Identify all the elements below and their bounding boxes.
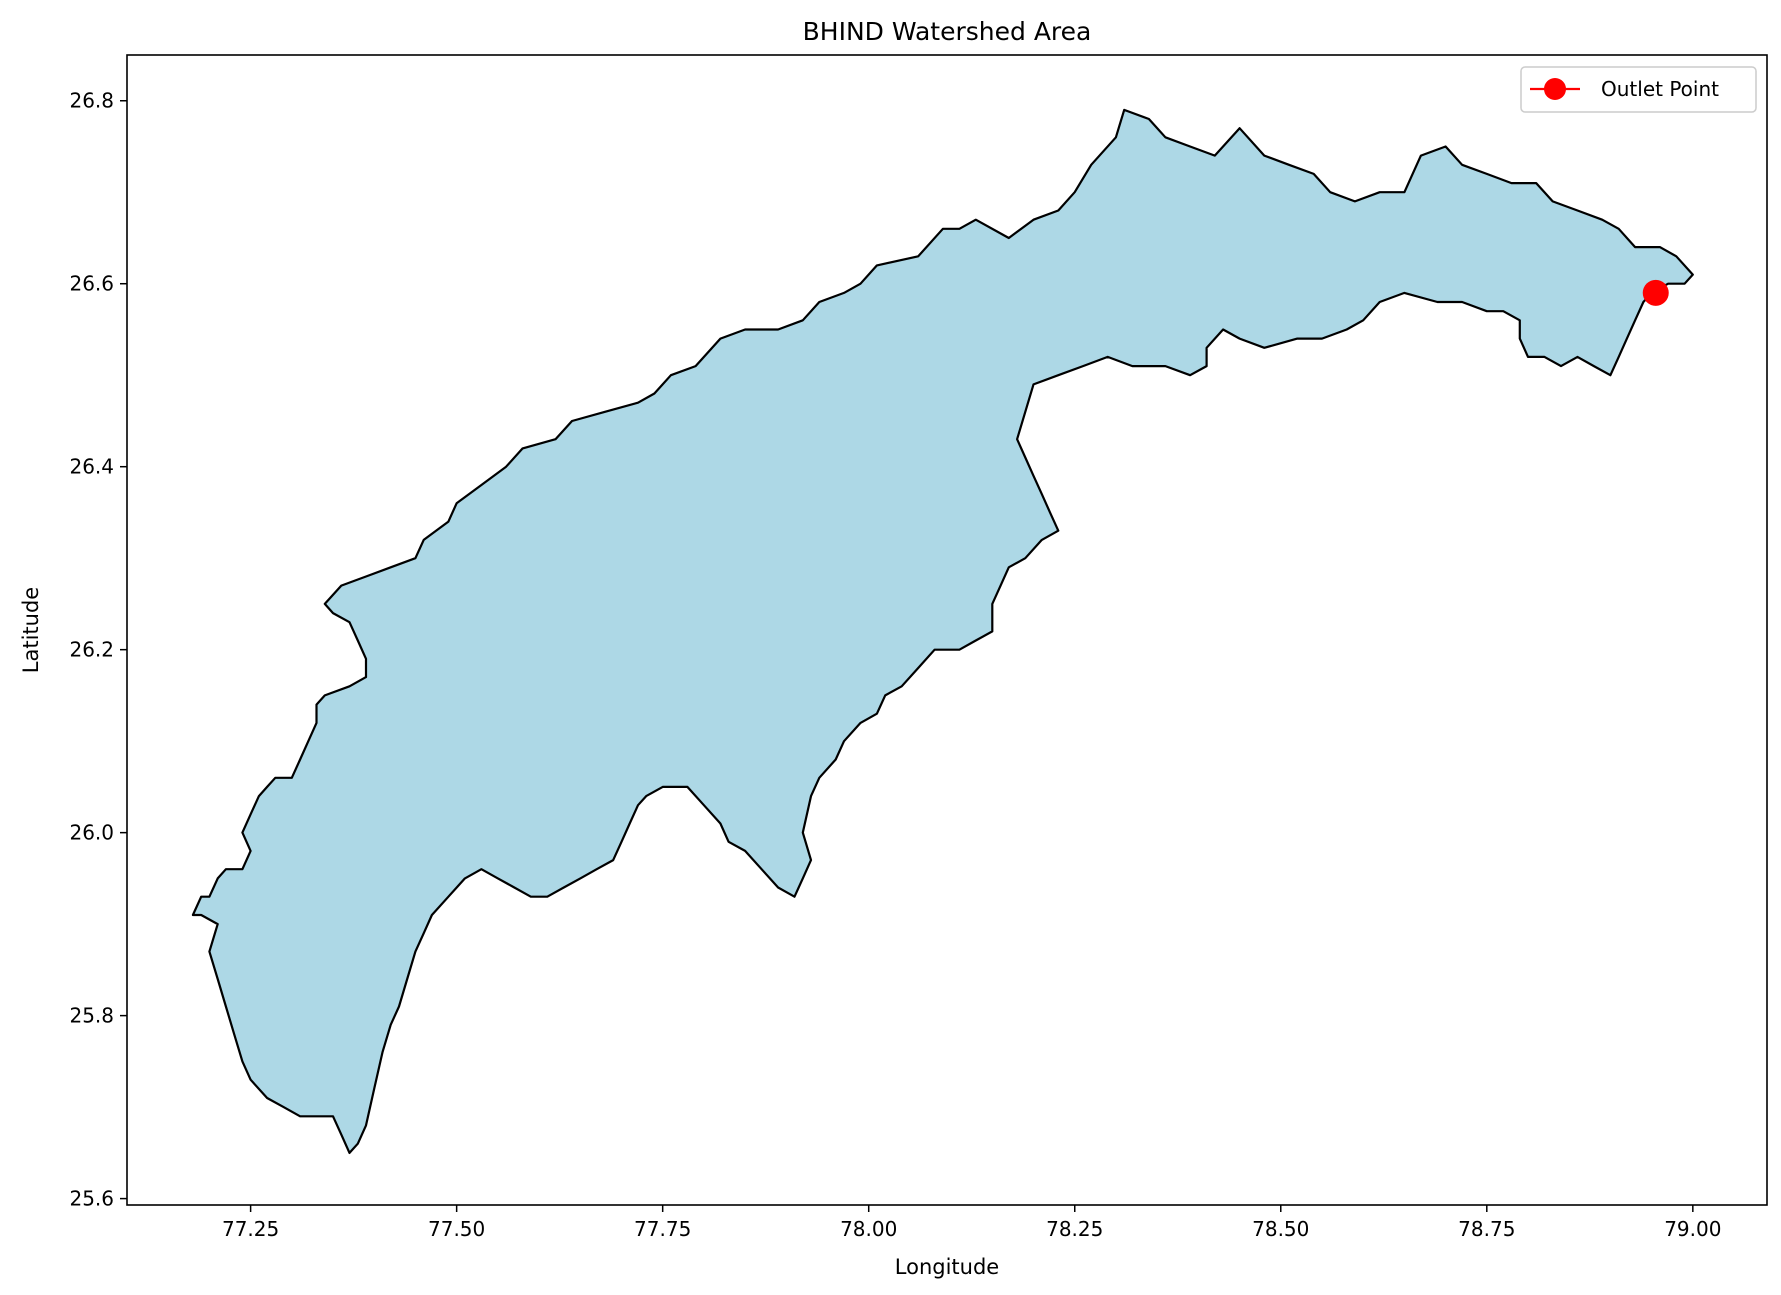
y-tick-label: 26.4	[69, 455, 114, 479]
legend-box	[1520, 66, 1757, 113]
legend: Outlet Point	[1520, 66, 1757, 113]
plot-area	[191, 108, 1694, 1154]
x-tick-label: 78.00	[840, 1217, 897, 1241]
y-tick-label: 26.8	[69, 89, 114, 113]
x-tick-label: 77.25	[222, 1217, 279, 1241]
y-tick-label: 26.0	[69, 821, 114, 845]
x-tick-label: 77.75	[634, 1217, 691, 1241]
y-tick-label: 25.6	[69, 1187, 114, 1211]
x-tick-label: 78.25	[1046, 1217, 1103, 1241]
y-tick-label: 25.8	[69, 1004, 114, 1028]
x-tick-label: 77.50	[428, 1217, 485, 1241]
y-tick-label: 26.6	[69, 272, 114, 296]
x-tick-label: 78.50	[1252, 1217, 1309, 1241]
x-axis: 77.25 77.50 77.75 78.00 78.25 78.50 78.75 79.00	[222, 1205, 1721, 1241]
y-axis-label: Latitude	[19, 587, 43, 673]
outlet-point-marker	[1642, 279, 1669, 306]
legend-marker-swatch	[1544, 78, 1566, 100]
x-axis-label: Longitude	[895, 1255, 999, 1279]
chart-title: BHIND Watershed Area	[803, 17, 1092, 46]
axes-frame	[126, 54, 1768, 1206]
legend-label: Outlet Point	[1601, 77, 1719, 101]
y-axis: 25.6 25.8 26.0 26.2 26.4 26.6 26.8	[69, 89, 127, 1211]
x-tick-label: 78.75	[1458, 1217, 1515, 1241]
x-tick-label: 79.00	[1664, 1217, 1721, 1241]
y-tick-label: 26.2	[69, 638, 114, 662]
watershed-polygon	[191, 108, 1694, 1154]
